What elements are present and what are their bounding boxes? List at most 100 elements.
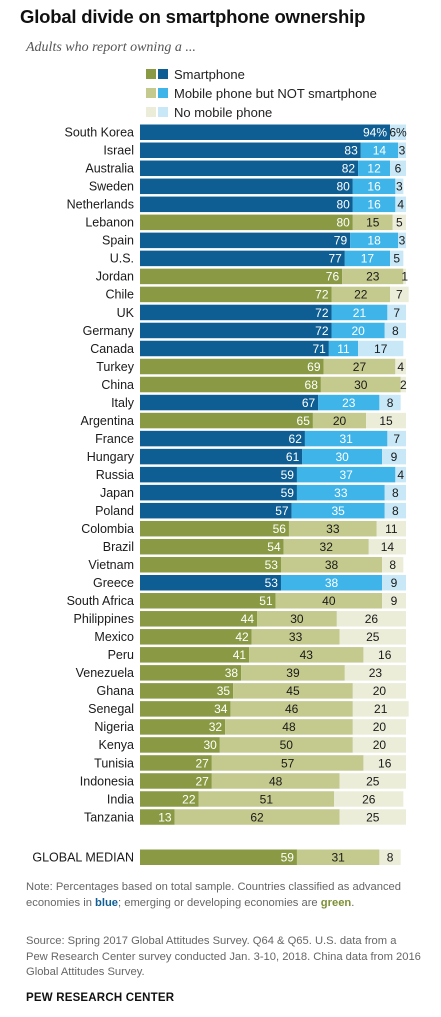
row-label-colombia: Colombia (81, 522, 134, 536)
bar-label-canada-seg1: 71 (313, 342, 327, 356)
row-label-brazil: Brazil (103, 540, 134, 554)
bar-label-canada-seg3: 17 (374, 342, 388, 356)
bar-italy-seg3 (379, 394, 401, 411)
bar-philippines-seg3 (336, 611, 406, 627)
bar-label-uk-seg1: 72 (315, 306, 329, 320)
bar-label-colombia-seg1: 56 (273, 522, 287, 536)
bar-label-australia-seg2: 12 (367, 162, 381, 176)
bar-label-venezuela-seg3: 23 (369, 666, 383, 680)
bar-peru-seg2 (249, 647, 364, 663)
bar-label-mexico-seg3: 25 (366, 630, 380, 644)
bar-kenya-seg3 (352, 737, 406, 753)
bar-label-japan-seg3: 8 (392, 486, 399, 500)
legend-item-mobile: Mobile phone but NOT smartphone (146, 85, 377, 101)
legend-swatch-no-mobile-advanced (158, 107, 168, 117)
legend-swatch-mobile-advanced (158, 88, 168, 98)
bar-canada-seg2 (328, 340, 359, 357)
bar-label-italy-seg2: 23 (342, 396, 356, 410)
bar-label-chile-seg2: 22 (354, 288, 368, 302)
bar-china-seg1 (140, 376, 321, 393)
bar-ghana-seg1 (140, 683, 234, 699)
bar-chile-seg2 (331, 286, 391, 303)
bar-label-u-s-seg1: 77 (328, 252, 342, 266)
chart-subtitle: Adults who report owning a ... (26, 40, 196, 55)
bar-italy-seg1 (140, 394, 319, 411)
bar-label-australia-seg3: 6 (395, 162, 402, 176)
bar-tanzania-seg1 (140, 809, 175, 825)
bar-netherlands-seg1 (140, 196, 353, 213)
bar-label-peru-seg2: 43 (300, 648, 314, 662)
bar-label-chile-seg1: 72 (315, 288, 329, 302)
bar-japan-seg2 (296, 484, 385, 501)
row-label-canada: Canada (90, 342, 134, 356)
bar-label-germany-seg1: 72 (315, 324, 329, 338)
note-prefix: Note: Percentages based on total sample.… (26, 881, 401, 909)
bar-label-poland-seg1: 57 (275, 504, 289, 518)
bar-label-kenya-seg3: 20 (373, 738, 387, 752)
bar-label-nigeria-seg3: 20 (373, 720, 387, 734)
bar-brazil-seg3 (368, 538, 406, 555)
row-label-vietnam: Vietnam (88, 558, 134, 572)
row-label-japan: Japan (100, 486, 134, 500)
bar-tunisia-seg3 (363, 755, 406, 771)
note-blue-word: blue (95, 896, 119, 909)
bar-label-u-s-seg2: 17 (361, 252, 375, 266)
bar-global-median-seg2 (296, 849, 380, 865)
bar-nigeria-seg2 (225, 719, 353, 735)
bar-south-africa-seg3 (382, 593, 406, 609)
row-label-israel: Israel (103, 144, 134, 158)
bar-label-global-median-seg3: 8 (387, 851, 394, 865)
legend-label-no-mobile: No mobile phone (174, 104, 273, 120)
row-label-lebanon: Lebanon (85, 216, 134, 230)
bar-russia-seg2 (296, 466, 396, 483)
bar-spain-seg2 (350, 232, 399, 249)
row-label-italy: Italy (111, 396, 135, 410)
legend-label-smartphone: Smartphone (174, 66, 245, 82)
bar-venezuela-seg1 (140, 665, 242, 681)
bar-south-africa-seg1 (140, 593, 276, 609)
bar-canada-seg3 (358, 340, 404, 357)
legend-swatch-no-mobile-emerging (146, 107, 156, 117)
bar-tunisia-seg2 (211, 755, 364, 771)
bar-label-brazil-seg1: 54 (267, 540, 281, 554)
bar-ghana-seg3 (352, 683, 406, 699)
bar-label-argentina-seg3: 15 (379, 414, 393, 428)
bar-hungary-seg2 (302, 448, 383, 465)
bar-hungary-seg1 (140, 448, 303, 465)
bar-label-global-median-seg2: 31 (331, 851, 345, 865)
bar-venezuela-seg3 (344, 665, 406, 681)
bar-label-uk-seg3: 7 (393, 306, 400, 320)
bar-label-france-seg2: 31 (339, 432, 353, 446)
bar-label-uk-seg2: 21 (353, 306, 367, 320)
bar-ghana-seg2 (233, 683, 353, 699)
bar-lebanon-seg3 (392, 214, 406, 231)
bar-jordan-seg2 (342, 268, 404, 285)
bar-netherlands-seg3 (395, 196, 406, 213)
bar-label-turkey-seg1: 69 (307, 360, 321, 374)
bar-label-jordan-seg3: 1 (401, 270, 408, 284)
bar-label-indonesia-seg3: 25 (366, 774, 380, 788)
bar-uk-seg3 (387, 304, 406, 321)
bar-label-indonesia-seg1: 27 (195, 774, 209, 788)
bar-nigeria-seg1 (140, 719, 226, 735)
bar-label-argentina-seg2: 20 (333, 414, 347, 428)
bar-sweden-seg1 (140, 178, 353, 195)
bar-u-s-seg3 (390, 250, 404, 267)
bar-u-s-seg1 (140, 250, 345, 267)
bar-label-germany-seg2: 20 (351, 324, 365, 338)
row-label-tunisia: Tunisia (94, 756, 134, 770)
bar-label-south-africa-seg2: 40 (322, 594, 336, 608)
bar-label-lebanon-seg1: 80 (336, 216, 350, 230)
bar-label-lebanon-seg2: 15 (366, 216, 380, 230)
row-label-tanzania: Tanzania (84, 810, 134, 824)
bar-tunisia-seg1 (140, 755, 212, 771)
bar-mexico-seg3 (339, 629, 406, 645)
bar-indonesia-seg2 (211, 773, 340, 789)
bar-label-u-s-seg3: 5 (393, 252, 400, 266)
bar-turkey-seg3 (395, 358, 406, 375)
bar-label-sweden-seg3: 3 (396, 180, 403, 194)
row-label-turkey: Turkey (96, 360, 134, 374)
bar-lebanon-seg2 (352, 214, 393, 231)
legend-item-smartphone: Smartphone (146, 66, 245, 82)
